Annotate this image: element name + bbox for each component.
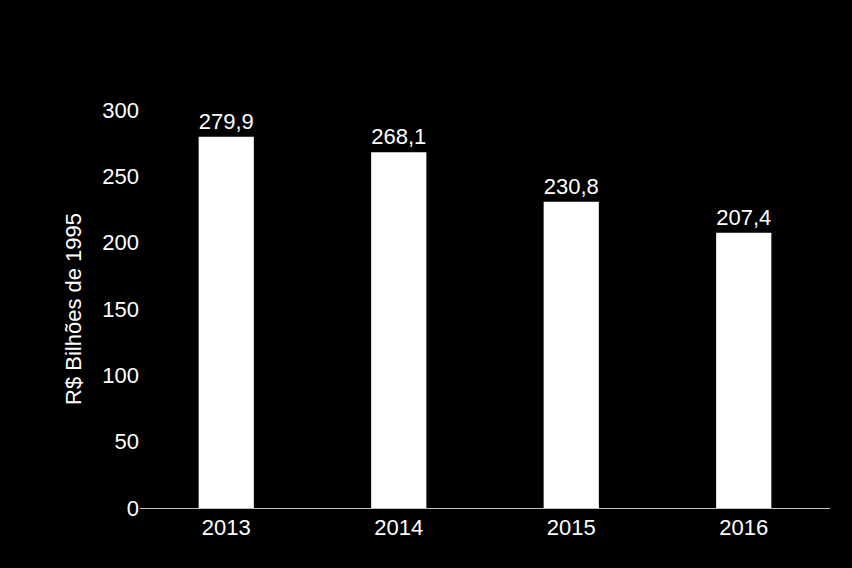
svg-text:2016: 2016 (719, 515, 768, 540)
svg-text:50: 50 (115, 429, 139, 454)
svg-text:279,9: 279,9 (199, 109, 254, 134)
svg-text:150: 150 (102, 297, 139, 322)
svg-text:300: 300 (102, 98, 139, 123)
svg-text:100: 100 (102, 363, 139, 388)
svg-text:268,1: 268,1 (371, 124, 426, 149)
svg-text:250: 250 (102, 164, 139, 189)
svg-text:200: 200 (102, 230, 139, 255)
svg-text:2015: 2015 (547, 515, 596, 540)
svg-text:2014: 2014 (374, 515, 423, 540)
svg-text:207,4: 207,4 (716, 205, 771, 230)
svg-text:230,8: 230,8 (544, 174, 599, 199)
svg-text:R$ Bilhões de 1995: R$ Bilhões de 1995 (61, 213, 86, 405)
svg-text:2013: 2013 (202, 515, 251, 540)
svg-text:0: 0 (127, 496, 139, 521)
